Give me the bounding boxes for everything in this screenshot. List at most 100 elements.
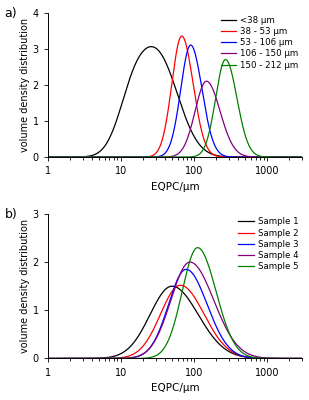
Sample 5: [154, 353, 158, 358]
53 - 106 μm: [189, 43, 193, 48]
Sample 3: [143, 350, 147, 355]
Sample 1: [170, 284, 174, 289]
Sample 3: [154, 335, 158, 340]
<38 μm: [46, 155, 49, 160]
Sample 3: [300, 356, 304, 361]
Line: Sample 3: Sample 3: [48, 269, 302, 358]
Sample 3: [268, 356, 272, 361]
Sample 3: [90, 356, 94, 361]
Line: Sample 2: Sample 2: [48, 285, 302, 358]
<38 μm: [75, 155, 78, 160]
Sample 2: [90, 356, 94, 361]
150 - 212 μm: [268, 155, 272, 160]
Y-axis label: volume density distribution: volume density distribution: [19, 219, 30, 353]
Sample 1: [46, 356, 49, 361]
38 - 53 μm: [268, 155, 272, 160]
Sample 2: [143, 341, 147, 346]
Sample 4: [46, 356, 49, 361]
53 - 106 μm: [46, 155, 49, 160]
Sample 3: [75, 356, 78, 361]
Sample 2: [75, 356, 78, 361]
Sample 2: [179, 283, 182, 288]
Line: <38 μm: <38 μm: [48, 47, 302, 157]
Sample 2: [295, 356, 299, 361]
38 - 53 μm: [154, 150, 158, 155]
38 - 53 μm: [300, 155, 304, 160]
Line: Sample 5: Sample 5: [48, 248, 302, 358]
Sample 2: [300, 356, 304, 361]
Text: b): b): [4, 208, 17, 221]
<38 μm: [295, 155, 299, 160]
53 - 106 μm: [143, 155, 147, 160]
106 - 150 μm: [295, 155, 299, 160]
<38 μm: [268, 155, 272, 160]
Sample 4: [300, 356, 304, 361]
Sample 4: [268, 356, 272, 360]
Sample 3: [295, 356, 299, 361]
Text: a): a): [4, 7, 17, 20]
38 - 53 μm: [90, 155, 94, 160]
Legend: Sample 1, Sample 2, Sample 3, Sample 4, Sample 5: Sample 1, Sample 2, Sample 3, Sample 4, …: [237, 216, 299, 272]
Sample 1: [300, 356, 304, 361]
106 - 150 μm: [46, 155, 49, 160]
Sample 1: [268, 356, 272, 361]
X-axis label: EQPC/μm: EQPC/μm: [150, 182, 199, 192]
106 - 150 μm: [143, 155, 147, 160]
150 - 212 μm: [90, 155, 94, 160]
Sample 4: [75, 356, 78, 361]
Sample 5: [196, 245, 199, 250]
106 - 150 μm: [90, 155, 94, 160]
38 - 53 μm: [295, 155, 299, 160]
53 - 106 μm: [268, 155, 272, 160]
150 - 212 μm: [154, 155, 158, 160]
Sample 2: [268, 356, 272, 361]
53 - 106 μm: [295, 155, 299, 160]
Sample 4: [90, 356, 94, 361]
106 - 150 μm: [75, 155, 78, 160]
Sample 5: [46, 356, 49, 361]
53 - 106 μm: [300, 155, 304, 160]
53 - 106 μm: [75, 155, 78, 160]
<38 μm: [300, 155, 304, 160]
<38 μm: [149, 44, 153, 49]
38 - 53 μm: [143, 154, 147, 159]
106 - 150 μm: [300, 155, 304, 160]
Sample 4: [154, 336, 158, 341]
Sample 2: [46, 356, 49, 361]
Line: 38 - 53 μm: 38 - 53 μm: [48, 36, 302, 157]
<38 μm: [90, 153, 94, 158]
150 - 212 μm: [300, 155, 304, 160]
150 - 212 μm: [75, 155, 78, 160]
Line: 106 - 150 μm: 106 - 150 μm: [48, 81, 302, 157]
53 - 106 μm: [154, 154, 158, 159]
Sample 5: [268, 356, 272, 361]
150 - 212 μm: [295, 155, 299, 160]
<38 μm: [143, 47, 147, 52]
38 - 53 μm: [46, 155, 49, 160]
Legend: <38 μm, 38 - 53 μm, 53 - 106 μm, 106 - 150 μm, 150 - 212 μm: <38 μm, 38 - 53 μm, 53 - 106 μm, 106 - 1…: [220, 15, 299, 70]
Sample 5: [75, 356, 78, 361]
Line: Sample 1: Sample 1: [48, 286, 302, 358]
106 - 150 μm: [268, 155, 272, 160]
150 - 212 μm: [224, 57, 227, 62]
Sample 4: [188, 260, 192, 264]
Sample 1: [75, 356, 78, 361]
<38 μm: [154, 46, 158, 51]
150 - 212 μm: [143, 155, 147, 160]
Sample 5: [295, 356, 299, 361]
Sample 3: [46, 356, 49, 361]
Sample 5: [300, 356, 304, 361]
Sample 4: [143, 350, 147, 355]
53 - 106 μm: [90, 155, 94, 160]
150 - 212 μm: [46, 155, 49, 160]
Sample 2: [154, 321, 158, 326]
Line: 53 - 106 μm: 53 - 106 μm: [48, 45, 302, 157]
38 - 53 μm: [180, 34, 184, 38]
X-axis label: EQPC/μm: EQPC/μm: [150, 383, 199, 393]
Sample 1: [154, 300, 158, 305]
38 - 53 μm: [75, 155, 78, 160]
Y-axis label: volume density distribution: volume density distribution: [19, 18, 30, 152]
Line: Sample 4: Sample 4: [48, 262, 302, 358]
Sample 1: [143, 322, 147, 326]
Sample 1: [90, 356, 94, 361]
